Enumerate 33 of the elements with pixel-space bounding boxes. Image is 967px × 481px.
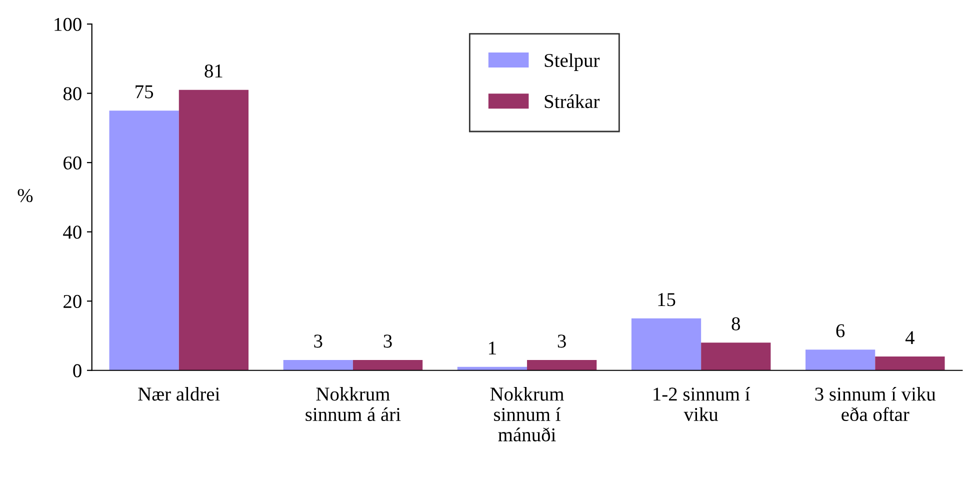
legend-label: Strákar: [544, 94, 600, 108]
y-tick-label: 60: [64, 156, 82, 170]
bar: [352, 360, 423, 370]
bar: [527, 360, 597, 370]
x-tick-label: 1-2 sinnum í viku: [654, 387, 750, 422]
x-tick-label: Nær aldrei: [138, 387, 220, 401]
y-tick-label: 100: [54, 18, 82, 31]
data-label: 81: [204, 64, 222, 78]
bar: [806, 350, 876, 370]
data-label: 3: [384, 334, 392, 348]
x-tick-label: Nokkrum sinnum í mánuði: [490, 387, 564, 442]
y-tick-label: 40: [63, 226, 82, 239]
data-label: 15: [658, 293, 676, 306]
bar: [178, 90, 249, 370]
data-label: 8: [732, 317, 740, 330]
x-tick-label: 3 sinnum í viku eða oftar: [815, 387, 936, 422]
bar: [109, 110, 179, 370]
bar: [875, 356, 945, 370]
data-label: 1: [489, 342, 496, 354]
data-label: 4: [905, 331, 915, 344]
x-tick-label: Nokkrum sinnum á ári: [306, 387, 401, 422]
bar: [631, 318, 702, 370]
data-label: 3: [558, 334, 566, 348]
y-axis-title: %: [18, 188, 33, 202]
bar: [283, 360, 353, 370]
y-tick-label: 0: [73, 364, 82, 378]
data-label: 6: [836, 324, 845, 338]
bar: [701, 342, 771, 370]
legend-label: Stelpur: [544, 53, 600, 71]
y-tick-label: 20: [64, 294, 82, 308]
data-label: 75: [136, 85, 154, 98]
y-tick-label: 80: [63, 87, 82, 100]
data-label: 3: [314, 334, 322, 348]
